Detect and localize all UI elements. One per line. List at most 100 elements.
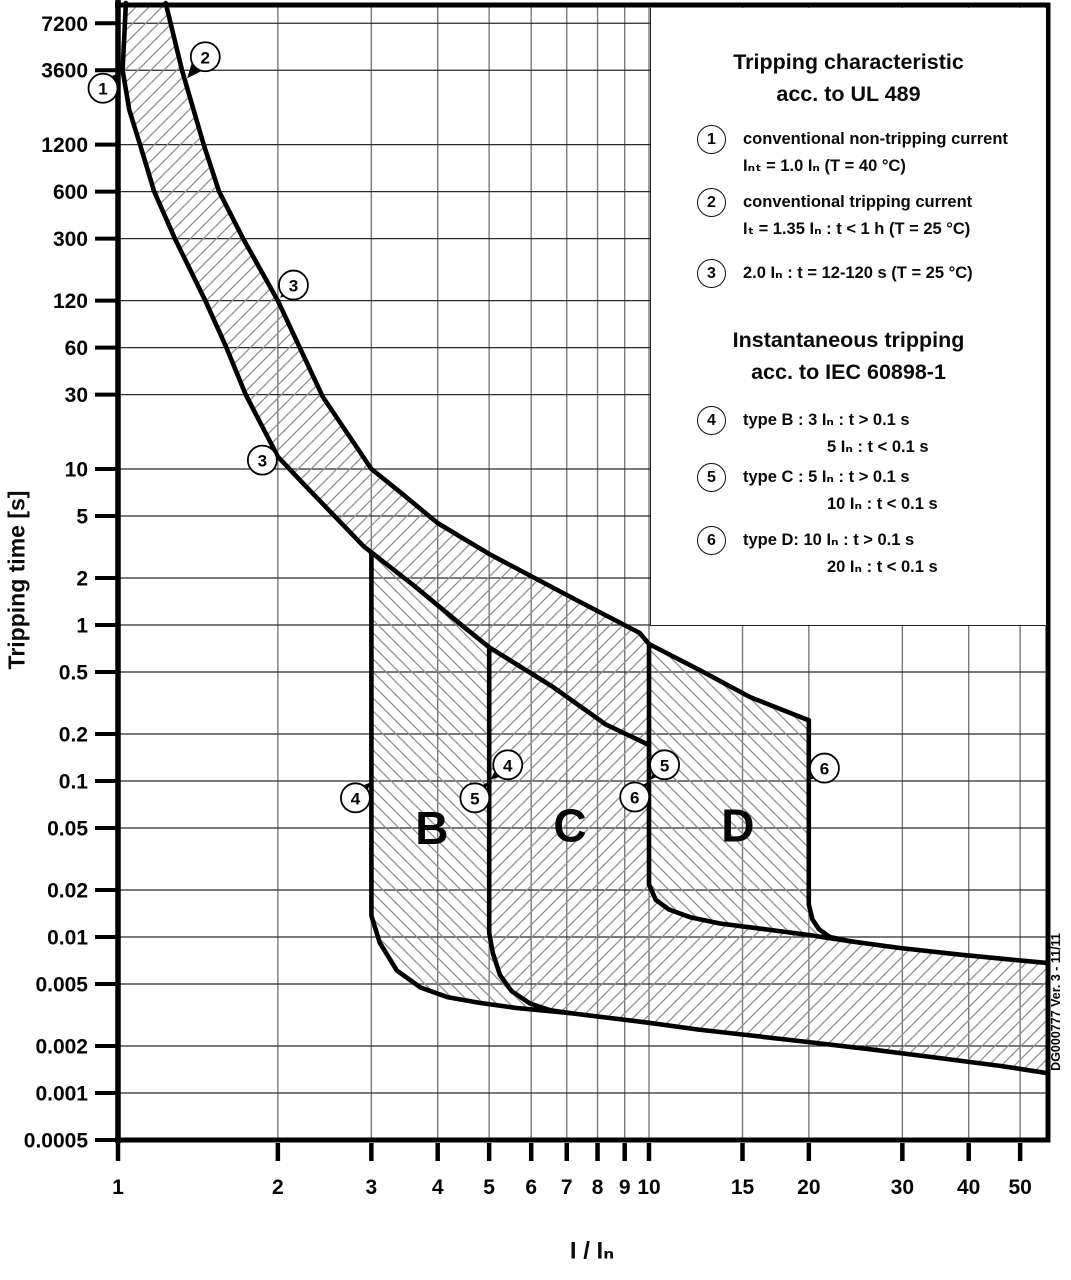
marker-6-badge-8 <box>619 781 651 813</box>
legend-item-5-text2: 10 Iₙ : t < 0.1 s <box>827 495 938 514</box>
legend-title-ul489-line1: Tripping characteristic <box>733 50 964 74</box>
tick-label-y-1: 1 <box>76 615 88 638</box>
legend-item-5-text: type C : 5 Iₙ : t > 0.1 s <box>743 468 910 486</box>
region-labels: B C D <box>415 799 754 854</box>
tick-label-x-5: 5 <box>483 1176 495 1199</box>
tick-label-y-0.01: 0.01 <box>47 927 88 950</box>
curve-thermal-lower-limit-1.0In <box>120 0 652 748</box>
legend-item-4: 4 type B : 3 Iₙ : t > 0.1 s 5 Iₙ : t < 0… <box>697 406 929 461</box>
tick-label-y-120: 120 <box>53 290 88 313</box>
marker-3-number-3: 3 <box>258 452 267 471</box>
tick-label-y-0.001: 0.001 <box>35 1083 88 1106</box>
region-label-B: B <box>415 802 448 854</box>
marker-5-badge-6 <box>459 782 491 814</box>
hatch-region-D <box>649 644 830 937</box>
tick-label-y-0.02: 0.02 <box>47 880 88 903</box>
legend-item-5: 5 type C : 5 Iₙ : t > 0.1 s 10 Iₙ : t < … <box>697 463 938 518</box>
legend-item-1-formula: Iₙₜ = 1.0 Iₙ (T = 40 °C) <box>743 157 906 176</box>
tick-label-x-1: 1 <box>112 1176 124 1199</box>
legend-item-1: 1 conventional non-tripping current Iₙₜ … <box>697 125 1008 180</box>
marker-5-number-7: 5 <box>660 756 669 775</box>
marker-1-number-0: 1 <box>98 80 107 99</box>
tick-label-y-0.1: 0.1 <box>59 771 89 794</box>
marker-2-arrow-1 <box>187 62 202 79</box>
marker-6-badge-9 <box>809 752 840 784</box>
legend-item-1-number-badge: 1 <box>697 125 726 154</box>
tick-label-y-0.0005: 0.0005 <box>24 1129 89 1152</box>
legend-title-iec: Instantaneous tripping acc. to IEC 60898… <box>651 324 1046 389</box>
tick-label-y-5: 5 <box>76 505 88 528</box>
tick-label-y-30: 30 <box>65 384 88 407</box>
legend-item-3-text: 2.0 Iₙ : t = 12-120 s (T = 25 °C) <box>743 264 973 282</box>
legend-item-6-text: type D: 10 Iₙ : t > 0.1 s <box>743 531 915 549</box>
legend-title-ul489: Tripping characteristic acc. to UL 489 <box>651 46 1046 111</box>
tick-label-y-2: 2 <box>76 568 88 591</box>
doc-ref-text: DG000777 Ver. 3 - 11/11 <box>1049 933 1063 1071</box>
tick-label-x-4: 4 <box>432 1176 444 1199</box>
marker-2-badge-1 <box>189 41 221 73</box>
y-axis-title: Tripping time [s] <box>3 490 30 670</box>
x-axis-title: I / Iₙ <box>569 1237 615 1265</box>
tick-label-x-10: 10 <box>637 1176 660 1199</box>
tick-label-y-3600: 3600 <box>41 60 88 83</box>
curve-typeD-lower-typeC-upper-10In <box>646 641 1051 966</box>
legend-item-5-number-badge: 5 <box>697 463 726 492</box>
tick-label-x-30: 30 <box>891 1176 914 1199</box>
tick-label-y-1200: 1200 <box>41 134 88 157</box>
tick-marks <box>95 21 1023 1161</box>
tick-label-y-7200: 7200 <box>41 13 88 36</box>
axis-frame <box>115 0 1051 1143</box>
marker-4-badge-4 <box>340 782 371 814</box>
marker-3-badge-2 <box>278 269 309 301</box>
legend-item-4-text2: 5 Iₙ : t < 0.1 s <box>827 438 929 457</box>
tick-label-y-0.2: 0.2 <box>59 724 88 747</box>
legend-item-6-text2: 20 Iₙ : t < 0.1 s <box>827 558 938 577</box>
tick-label-y-0.005: 0.005 <box>35 973 88 996</box>
tick-label-x-3: 3 <box>366 1176 378 1199</box>
hatch-thermal-band <box>122 3 650 746</box>
legend-panel: Tripping characteristic acc. to UL 489 1… <box>650 8 1046 626</box>
hatch-region-C-and-bottom-band <box>489 647 1048 1074</box>
tick-label-y-600: 600 <box>53 181 88 204</box>
legend-title-ul489-line2: acc. to UL 489 <box>776 82 921 107</box>
tick-label-x-20: 20 <box>797 1176 820 1199</box>
legend-item-4-text: type B : 3 Iₙ : t > 0.1 s <box>743 411 910 429</box>
curve-typeC-instantaneous-5In-lower <box>486 645 573 1016</box>
legend-item-2-number-badge: 2 <box>697 188 726 217</box>
region-label-D: D <box>721 799 754 851</box>
legend-item-2-text: conventional tripping current <box>743 193 973 211</box>
marker-1-badge-0 <box>87 72 119 104</box>
legend-item-6: 6 type D: 10 Iₙ : t > 0.1 s 20 Iₙ : t < … <box>697 526 938 581</box>
marker-5-badge-7 <box>649 749 681 781</box>
tick-label-y-0.002: 0.002 <box>35 1036 88 1059</box>
legend-item-2-formula: Iₜ = 1.35 Iₙ : t < 1 h (T = 25 °C) <box>743 220 971 239</box>
marker-4-number-4: 4 <box>351 789 361 808</box>
characteristic-curves <box>120 0 1051 1076</box>
legend-item-2: 2 conventional tripping current Iₜ = 1.3… <box>697 188 973 243</box>
legend-title-iec-line1: Instantaneous tripping <box>732 328 965 352</box>
curve-typeD-upper-20In <box>806 718 853 944</box>
legend-item-1-text: conventional non-tripping current <box>743 130 1008 148</box>
tick-label-y-60: 60 <box>65 337 88 360</box>
marker-3-number-2: 3 <box>289 277 298 296</box>
marker-6-number-9: 6 <box>820 760 829 779</box>
marker-2-number-1: 2 <box>201 48 210 67</box>
tick-label-x-15: 15 <box>731 1176 755 1199</box>
tick-label-y-0.05: 0.05 <box>47 817 88 840</box>
tick-label-x-7: 7 <box>561 1176 573 1199</box>
doc-ref: DG000777 Ver. 3 - 11/11 <box>1049 933 1063 1071</box>
marker-4-number-5: 4 <box>503 756 513 775</box>
tick-label-y-0.5: 0.5 <box>59 661 89 684</box>
tick-label-x-50: 50 <box>1008 1176 1031 1199</box>
tick-label-x-9: 9 <box>619 1176 631 1199</box>
hatch-regions <box>122 3 1048 1074</box>
tick-labels: 7200360012006003001206030105210.50.20.10… <box>24 13 1032 1199</box>
tick-label-x-8: 8 <box>592 1176 604 1199</box>
curve-markers: 1 2 3 3 4 4 5 5 6 6 <box>87 41 840 814</box>
legend-item-4-number-badge: 4 <box>697 406 726 435</box>
tick-label-x-6: 6 <box>525 1176 537 1199</box>
marker-4-badge-5 <box>492 749 524 781</box>
tick-label-y-300: 300 <box>53 228 88 251</box>
hatch-region-B <box>371 552 570 1014</box>
